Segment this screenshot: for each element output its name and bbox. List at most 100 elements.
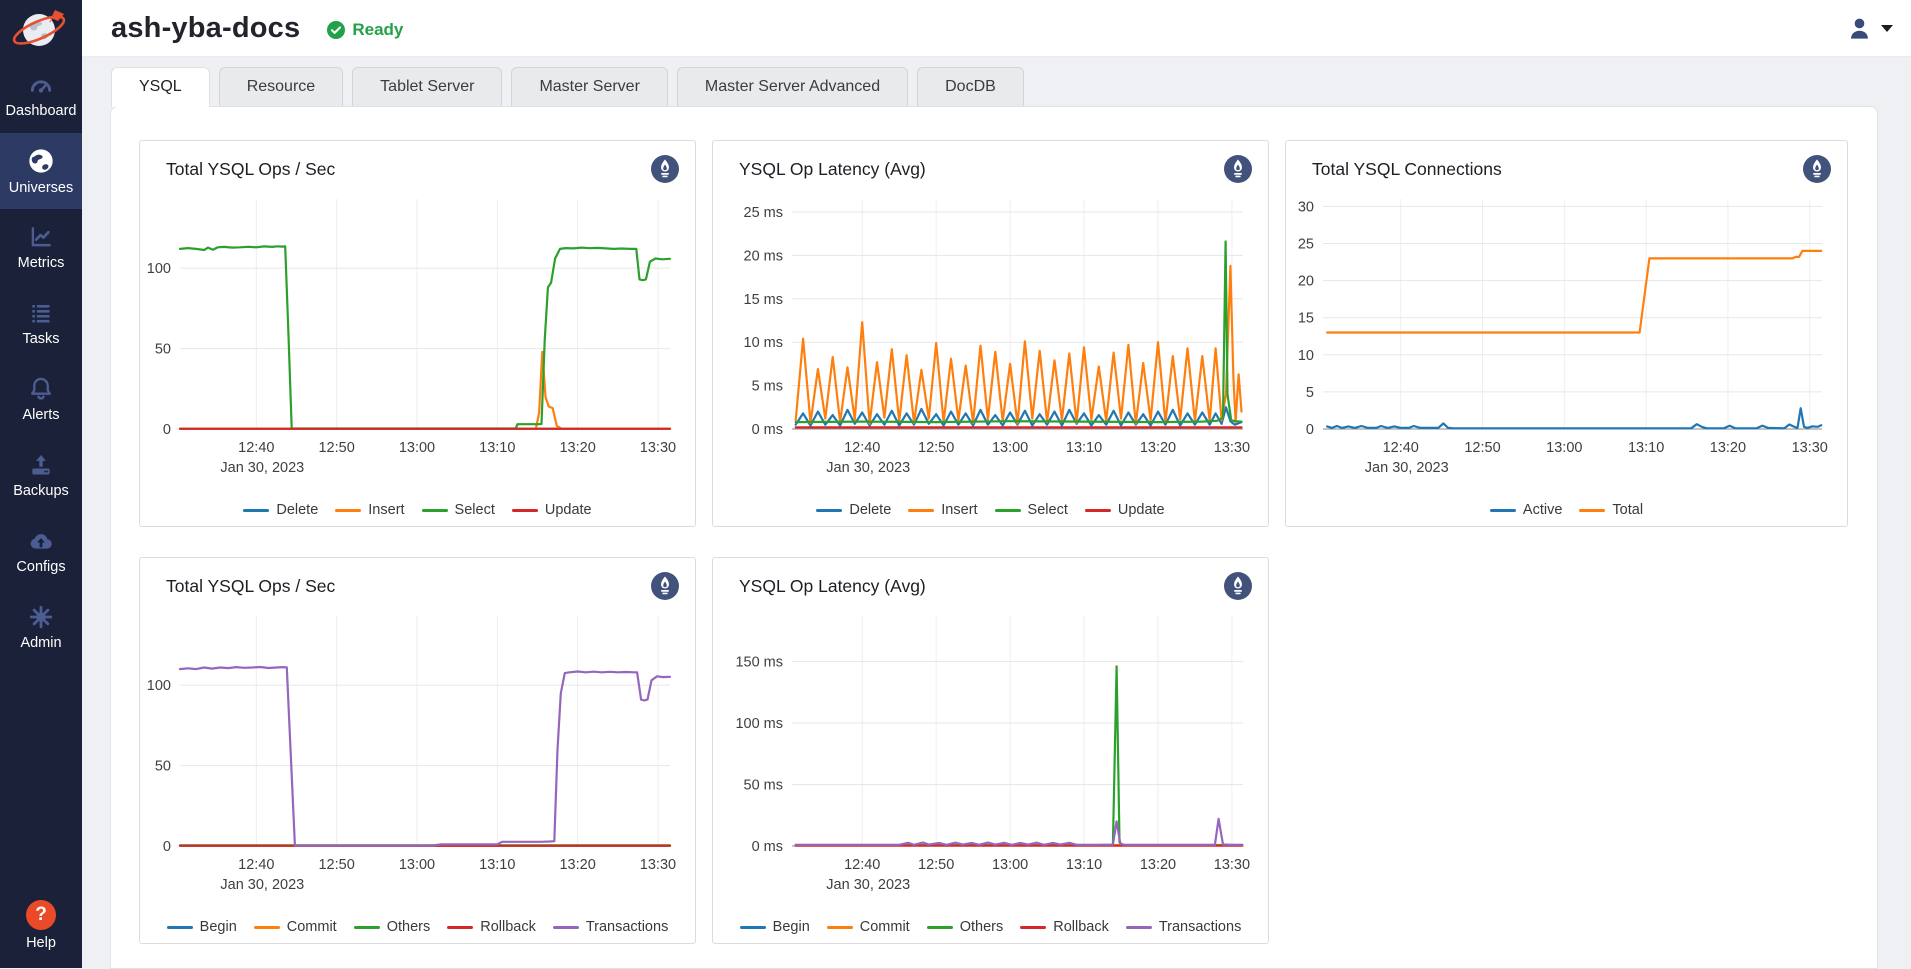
svg-text:Jan 30, 2023: Jan 30, 2023 [220, 877, 304, 893]
legend-item-active[interactable]: Active [1490, 502, 1563, 518]
prometheus-icon[interactable] [650, 154, 680, 184]
tab-docdb[interactable]: DocDB [917, 67, 1024, 106]
legend-item-select[interactable]: Select [422, 502, 495, 518]
tab-bar: YSQL Resource Tablet Server Master Serve… [111, 67, 1911, 106]
legend-swatch [422, 509, 448, 512]
svg-text:12:40: 12:40 [844, 857, 880, 873]
legend-label: Others [960, 919, 1004, 935]
chart-svg: 12:40Jan 30, 202312:5013:0013:1013:2013:… [140, 193, 695, 483]
series-active [1327, 408, 1821, 428]
sidebar-item-backups[interactable]: Backups [0, 437, 82, 513]
legend-item-insert[interactable]: Insert [335, 502, 404, 518]
chart-canvas[interactable]: 12:40Jan 30, 202312:5013:0013:1013:2013:… [140, 610, 695, 900]
chart-card-total-ysql-connections: Total YSQL Connections 12:40Jan 30, 2023… [1285, 140, 1848, 527]
svg-text:Jan 30, 2023: Jan 30, 2023 [826, 877, 910, 893]
app-logo[interactable] [0, 0, 82, 57]
legend-item-update[interactable]: Update [1085, 502, 1165, 518]
chart-canvas[interactable]: 12:40Jan 30, 202312:5013:0013:1013:2013:… [713, 610, 1268, 900]
sidebar-item-label: Configs [16, 559, 65, 575]
prometheus-icon[interactable] [1223, 571, 1253, 601]
legend-item-select[interactable]: Select [995, 502, 1068, 518]
legend-item-transactions[interactable]: Transactions [1126, 919, 1241, 935]
legend-item-begin[interactable]: Begin [167, 919, 237, 935]
legend-swatch [1020, 926, 1046, 929]
legend-item-commit[interactable]: Commit [827, 919, 910, 935]
legend-item-commit[interactable]: Commit [254, 919, 337, 935]
metrics-chart-icon [27, 224, 55, 250]
svg-text:50 ms: 50 ms [744, 778, 784, 794]
sidebar-item-dashboard[interactable]: Dashboard [0, 57, 82, 133]
sidebar-item-configs[interactable]: Configs [0, 513, 82, 589]
legend-swatch [1085, 509, 1111, 512]
tab-tablet-server[interactable]: Tablet Server [352, 67, 502, 106]
legend-swatch [1490, 509, 1516, 512]
svg-text:15 ms: 15 ms [744, 292, 784, 308]
configs-cloud-icon [27, 528, 55, 554]
legend-label: Others [387, 919, 431, 935]
legend-label: Update [1118, 502, 1165, 518]
svg-text:100 ms: 100 ms [735, 716, 783, 732]
legend-item-transactions[interactable]: Transactions [553, 919, 668, 935]
legend-label: Rollback [480, 919, 536, 935]
svg-text:20: 20 [1298, 274, 1314, 290]
chart-canvas[interactable]: 12:40Jan 30, 202312:5013:0013:1013:2013:… [713, 193, 1268, 483]
sidebar-item-help[interactable]: ? Help [0, 890, 82, 960]
sidebar-item-label: Alerts [22, 407, 59, 423]
sidebar-item-universes[interactable]: Universes [0, 133, 82, 209]
chart-canvas[interactable]: 12:40Jan 30, 202312:5013:0013:1013:2013:… [1286, 193, 1847, 483]
chart-card-ysql-op-latency-txn: YSQL Op Latency (Avg) 12:40 Jan 30, 2023 1… [712, 557, 1269, 944]
chart-title: Total YSQL Ops / Sec [166, 159, 695, 180]
svg-text:25 ms: 25 ms [744, 205, 784, 221]
legend-item-delete[interactable]: Delete [816, 502, 891, 518]
chart-row-2: Total YSQL Ops / Sec 12:40Jan 30, 202312… [139, 557, 1877, 944]
user-menu[interactable] [1846, 15, 1893, 42]
metrics-panel: Total YSQL Ops / Sec 12:40Jan 30, 202312… [110, 106, 1878, 969]
sidebar-item-tasks[interactable]: Tasks [0, 285, 82, 361]
legend-item-rollback[interactable]: Rollback [1020, 919, 1109, 935]
legend-item-others[interactable]: Others [354, 919, 431, 935]
prometheus-icon[interactable] [650, 571, 680, 601]
svg-text:13:00: 13:00 [992, 857, 1028, 873]
sidebar-item-label: Help [26, 935, 56, 951]
legend-item-others[interactable]: Others [927, 919, 1004, 935]
sidebar-item-label: Dashboard [6, 103, 77, 119]
legend-item-delete[interactable]: Delete [243, 502, 318, 518]
user-icon [1846, 15, 1873, 42]
svg-text:12:50: 12:50 [318, 440, 354, 456]
sidebar-item-admin[interactable]: Admin [0, 589, 82, 665]
legend-swatch [908, 509, 934, 512]
svg-text:20 ms: 20 ms [744, 248, 784, 264]
globe-rocket-logo-icon [8, 4, 74, 54]
legend-swatch [553, 926, 579, 929]
svg-text:5 ms: 5 ms [752, 379, 783, 395]
tab-resource[interactable]: Resource [219, 67, 343, 106]
sidebar-item-alerts[interactable]: Alerts [0, 361, 82, 437]
tab-master-server[interactable]: Master Server [511, 67, 667, 106]
series-insert [180, 352, 670, 429]
legend-item-insert[interactable]: Insert [908, 502, 977, 518]
prometheus-icon[interactable] [1802, 154, 1832, 184]
legend-swatch [816, 509, 842, 512]
tab-master-server-advanced[interactable]: Master Server Advanced [677, 67, 908, 106]
chart-svg: 12:40Jan 30, 202312:5013:0013:1013:2013:… [1286, 193, 1847, 483]
svg-text:15: 15 [1298, 311, 1314, 327]
prometheus-icon[interactable] [1223, 154, 1253, 184]
legend-label: Select [1028, 502, 1068, 518]
sidebar-item-metrics[interactable]: Metrics [0, 209, 82, 285]
legend-item-rollback[interactable]: Rollback [447, 919, 536, 935]
chart-title: YSQL Op Latency (Avg) [739, 576, 1268, 597]
svg-text:Jan 30, 2023: Jan 30, 2023 [220, 460, 304, 476]
chart-legend: Begin Commit Others Rollback Transactions [140, 919, 695, 935]
help-question-icon: ? [26, 900, 56, 930]
tab-ysql[interactable]: YSQL [111, 67, 210, 107]
legend-item-total[interactable]: Total [1579, 502, 1643, 518]
legend-item-update[interactable]: Update [512, 502, 592, 518]
legend-swatch [243, 509, 269, 512]
legend-label: Commit [287, 919, 337, 935]
legend-label: Delete [849, 502, 891, 518]
chart-canvas[interactable]: 12:40Jan 30, 202312:5013:0013:1013:2013:… [140, 193, 695, 483]
legend-swatch [1579, 509, 1605, 512]
legend-item-begin[interactable]: Begin [740, 919, 810, 935]
chart-legend: Delete Insert Select Update [140, 502, 695, 518]
sidebar-item-label: Metrics [18, 255, 65, 271]
